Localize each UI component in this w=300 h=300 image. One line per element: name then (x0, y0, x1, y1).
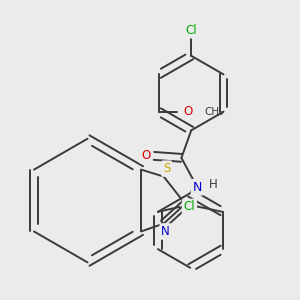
Text: Cl: Cl (185, 24, 197, 37)
Text: Cl: Cl (184, 200, 195, 213)
Text: CH₃: CH₃ (204, 107, 223, 117)
Text: O: O (184, 105, 193, 118)
Text: H: H (209, 178, 218, 191)
Text: S: S (163, 162, 170, 175)
Text: N: N (161, 225, 170, 238)
Text: N: N (192, 181, 202, 194)
Text: O: O (141, 149, 151, 162)
